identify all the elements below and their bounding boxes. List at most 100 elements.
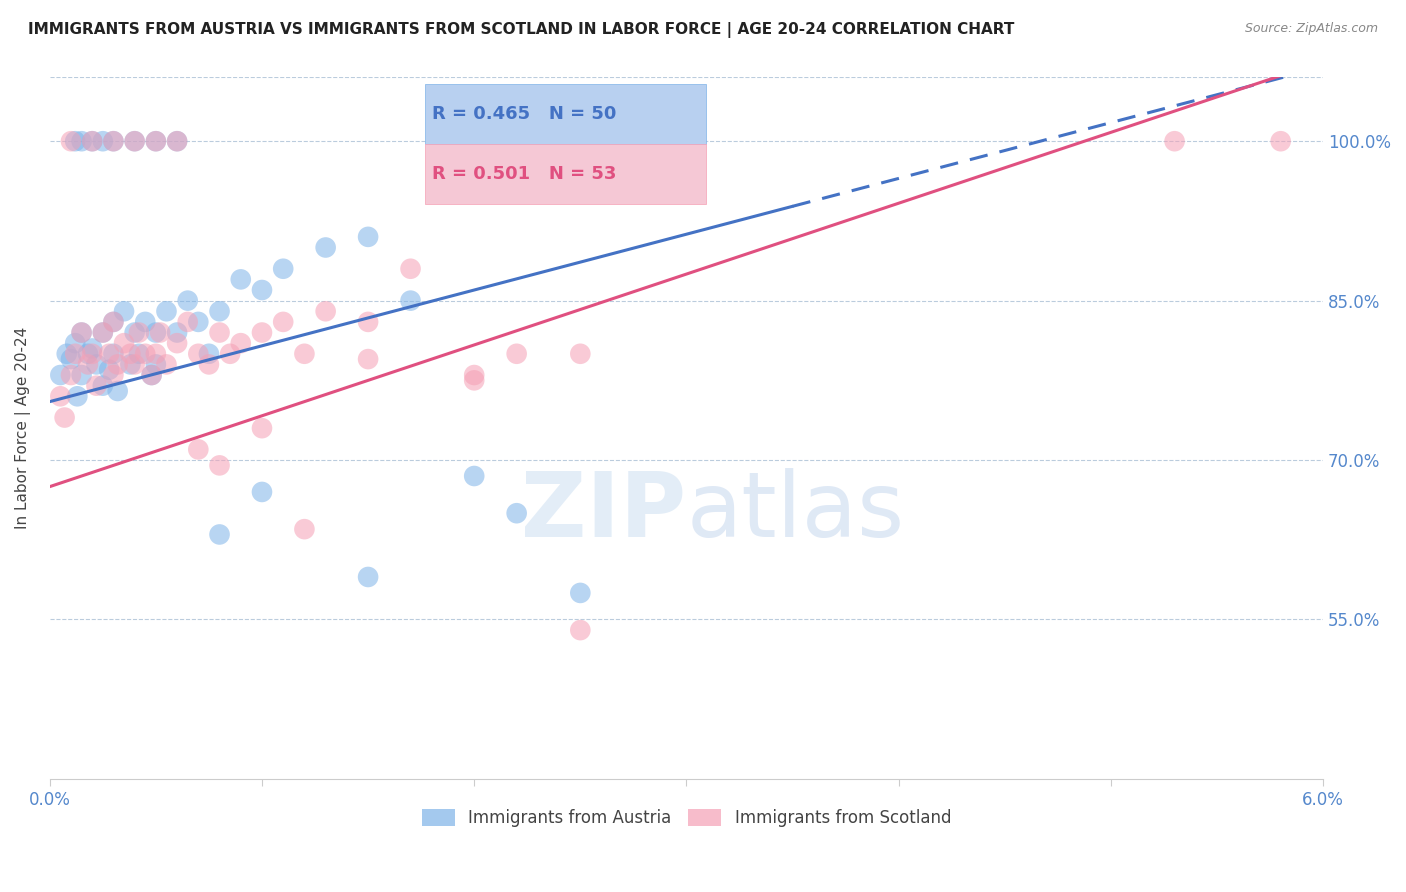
Point [208, 326, 231, 340]
Text: IMMIGRANTS FROM AUSTRIA VS IMMIGRANTS FROM SCOTLAND IN LABOR FORCE | AGE 20-24 C: IMMIGRANTS FROM AUSTRIA VS IMMIGRANTS FR… [28, 22, 1015, 38]
Point [124, 358, 146, 372]
Text: R = 0.501   N = 53: R = 0.501 N = 53 [432, 165, 616, 183]
Point [399, 293, 422, 308]
Point [63, 336, 86, 351]
Point [86, 358, 108, 372]
Point [208, 458, 231, 473]
Point [187, 347, 209, 361]
Point [124, 134, 146, 148]
Point [155, 358, 177, 372]
Point [49, 368, 72, 382]
Point [271, 315, 294, 329]
Point [569, 623, 592, 637]
Point [250, 283, 273, 297]
Point [145, 326, 167, 340]
Text: R = 0.465   N = 50: R = 0.465 N = 50 [432, 105, 616, 123]
Point [166, 326, 188, 340]
Point [82, 134, 104, 148]
Point [198, 347, 221, 361]
Point [98, 347, 121, 361]
Point [198, 358, 221, 372]
Point [53, 410, 76, 425]
Point [82, 134, 104, 148]
Point [120, 358, 142, 372]
Point [134, 315, 156, 329]
Point [124, 326, 146, 340]
Point [463, 469, 485, 483]
Point [166, 134, 188, 148]
Point [112, 336, 135, 351]
Point [49, 389, 72, 403]
Point [505, 347, 527, 361]
Point [357, 352, 380, 367]
Point [103, 347, 125, 361]
Point [91, 378, 114, 392]
Point [315, 240, 337, 254]
Point [271, 261, 294, 276]
Point [103, 134, 125, 148]
Point [463, 368, 485, 382]
Point [149, 326, 172, 340]
Point [91, 134, 114, 148]
Point [59, 368, 82, 382]
Point [315, 304, 337, 318]
Point [63, 134, 86, 148]
Point [250, 326, 273, 340]
Point [103, 315, 125, 329]
Point [569, 347, 592, 361]
Point [229, 272, 252, 286]
Point [1270, 134, 1292, 148]
Point [77, 347, 100, 361]
Point [91, 326, 114, 340]
Point [187, 442, 209, 457]
Point [294, 347, 316, 361]
Point [59, 352, 82, 367]
Point [103, 368, 125, 382]
Text: ZIP: ZIP [522, 468, 686, 557]
Point [86, 378, 108, 392]
Point [82, 347, 104, 361]
Point [141, 368, 163, 382]
Text: Source: ZipAtlas.com: Source: ZipAtlas.com [1244, 22, 1378, 36]
Point [112, 304, 135, 318]
Point [103, 134, 125, 148]
Point [70, 134, 93, 148]
Point [176, 315, 198, 329]
Point [505, 506, 527, 520]
Point [294, 522, 316, 536]
Point [145, 134, 167, 148]
Point [176, 293, 198, 308]
Point [103, 315, 125, 329]
Point [463, 373, 485, 387]
Point [166, 134, 188, 148]
Point [128, 347, 150, 361]
Y-axis label: In Labor Force | Age 20-24: In Labor Force | Age 20-24 [15, 327, 31, 529]
Legend: Immigrants from Austria, Immigrants from Scotland: Immigrants from Austria, Immigrants from… [415, 802, 957, 834]
Point [155, 304, 177, 318]
Point [128, 326, 150, 340]
Point [1163, 134, 1185, 148]
Point [98, 362, 121, 376]
Point [77, 358, 100, 372]
Point [70, 326, 93, 340]
Point [63, 347, 86, 361]
Point [229, 336, 252, 351]
Point [70, 368, 93, 382]
Point [208, 527, 231, 541]
Point [208, 304, 231, 318]
Point [107, 358, 129, 372]
Point [357, 230, 380, 244]
Point [250, 485, 273, 500]
Point [107, 384, 129, 398]
Point [569, 586, 592, 600]
Point [145, 358, 167, 372]
Point [357, 315, 380, 329]
Text: atlas: atlas [686, 468, 904, 557]
Point [250, 421, 273, 435]
Point [59, 134, 82, 148]
Point [55, 347, 77, 361]
Point [66, 389, 89, 403]
Point [166, 336, 188, 351]
Point [141, 368, 163, 382]
FancyBboxPatch shape [426, 145, 706, 203]
